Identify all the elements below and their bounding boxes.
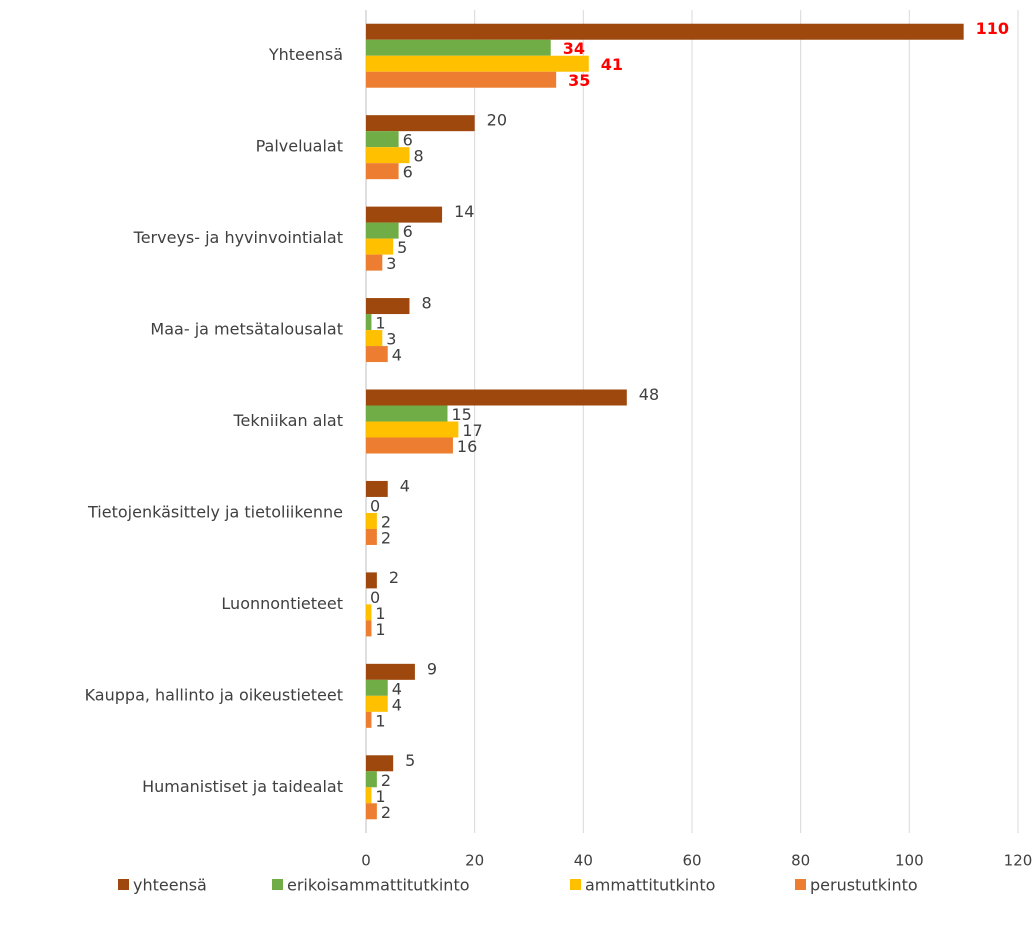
bar: [366, 254, 383, 271]
bar: [366, 480, 388, 497]
data-label: 4: [392, 679, 402, 698]
data-label: 6: [403, 131, 413, 150]
y-tick-label: Kauppa, hallinto ja oikeustieteet: [85, 685, 343, 704]
bar: [366, 572, 377, 589]
data-label: 9: [427, 659, 437, 678]
bar: [366, 346, 388, 363]
legend-label: ammattitutkinto: [585, 876, 715, 895]
data-label: 4: [392, 695, 402, 714]
x-tick-label: 40: [574, 852, 593, 870]
bar: [366, 39, 551, 56]
bar: [366, 115, 475, 132]
data-label: 15: [452, 405, 472, 424]
bar: [366, 695, 388, 712]
legend-swatch: [570, 879, 581, 890]
y-tick-label: Terveys- ja hyvinvointialat: [133, 228, 343, 247]
data-label: 1: [375, 711, 385, 730]
bar: [366, 131, 399, 148]
y-tick-label: Luonnontieteet: [221, 594, 343, 613]
legend-swatch: [272, 879, 283, 890]
data-label: 17: [462, 421, 482, 440]
data-label: 2: [389, 568, 399, 587]
bar: [366, 147, 410, 164]
data-label: 3: [386, 330, 396, 349]
bar: [366, 330, 383, 347]
bar: [366, 755, 394, 772]
data-label: 5: [405, 751, 415, 770]
data-label: 4: [392, 346, 402, 365]
data-label: 3: [386, 254, 396, 273]
bar: [366, 771, 377, 788]
bar: [366, 222, 399, 239]
bar: [366, 663, 415, 680]
bar: [366, 437, 453, 454]
data-label: 6: [403, 222, 413, 241]
bar: [366, 620, 372, 637]
data-label: 2: [381, 803, 391, 822]
data-label: 2: [381, 771, 391, 790]
bar: [366, 389, 627, 406]
data-label: 2: [381, 528, 391, 547]
bar: [366, 604, 372, 621]
bar: [366, 711, 372, 728]
bar: [366, 206, 443, 223]
x-tick-label: 120: [1004, 852, 1033, 870]
data-label: 0: [370, 496, 380, 515]
y-tick-label: Maa- ja metsätalousalat: [150, 320, 343, 339]
data-label: 1: [375, 604, 385, 623]
y-tick-label: Tietojenkäsittely ja tietoliikenne: [87, 502, 343, 521]
y-tick-label: Humanistiset ja taidealat: [142, 777, 343, 796]
legend-swatch: [118, 879, 129, 890]
y-tick-label: Tekniikan alat: [232, 411, 343, 430]
bar: [366, 787, 372, 804]
bar: [366, 238, 394, 255]
x-tick-label: 80: [791, 852, 810, 870]
x-tick-label: 100: [895, 852, 924, 870]
data-label: 8: [421, 294, 431, 313]
bar: [366, 163, 399, 180]
bar: [366, 421, 459, 438]
y-tick-label: Yhteensä: [268, 45, 343, 64]
data-label: 14: [454, 202, 474, 221]
data-label: 4: [400, 476, 410, 495]
data-label: 16: [457, 437, 477, 456]
bar: [366, 803, 377, 820]
legend-label: yhteensä: [133, 876, 207, 895]
data-label: 41: [601, 55, 623, 74]
data-label: 6: [403, 163, 413, 182]
bar: [366, 314, 372, 331]
data-label: 0: [370, 588, 380, 607]
data-label: 110: [976, 19, 1009, 38]
legend-label: perustutkinto: [810, 876, 918, 895]
data-label: 48: [639, 385, 659, 404]
data-label: 1: [375, 314, 385, 333]
data-label: 2: [381, 512, 391, 531]
legend-swatch: [795, 879, 806, 890]
data-label: 35: [568, 71, 590, 90]
bar: [366, 679, 388, 696]
data-label: 8: [413, 147, 423, 166]
x-tick-label: 60: [682, 852, 701, 870]
legend-label: erikoisammattitutkinto: [287, 876, 470, 895]
data-label: 20: [487, 111, 507, 130]
bar: [366, 512, 377, 529]
bar: [366, 55, 589, 72]
x-tick-label: 20: [465, 852, 484, 870]
x-tick-label: 0: [361, 852, 371, 870]
bar: [366, 71, 557, 88]
data-label: 1: [375, 620, 385, 639]
bar: [366, 405, 448, 422]
bar: [366, 298, 410, 315]
bar: [366, 528, 377, 545]
data-label: 34: [563, 39, 585, 58]
y-tick-label: Palvelualat: [256, 137, 343, 156]
data-label: 1: [375, 787, 385, 806]
bar: [366, 23, 964, 40]
data-label: 5: [397, 238, 407, 257]
